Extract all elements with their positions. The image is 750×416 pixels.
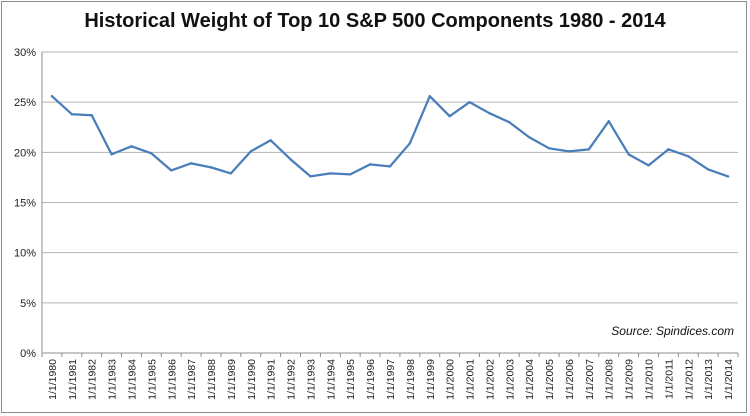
data-point (627, 153, 630, 156)
data-point (110, 153, 113, 156)
x-tick-label: 1/1/2011 (663, 359, 675, 399)
x-tick-label: 1/1/1980 (47, 359, 59, 400)
x-tick-label: 1/1/1987 (186, 359, 198, 400)
x-tick-label: 1/1/2014 (723, 359, 735, 400)
data-point (249, 150, 252, 153)
x-tick-label: 1/1/2002 (484, 359, 496, 400)
data-point (488, 112, 491, 115)
data-point (289, 158, 292, 161)
data-point (567, 150, 571, 153)
x-tick-label: 1/1/1993 (305, 359, 317, 400)
x-tick-label: 1/1/2001 (465, 359, 477, 400)
data-point (428, 94, 431, 98)
x-tick-label: 1/1/2013 (703, 359, 715, 400)
data-point (50, 94, 54, 98)
data-point (687, 155, 690, 158)
data-point (329, 172, 332, 175)
y-tick-label: 10% (14, 248, 36, 260)
chart-title: Historical Weight of Top 10 S&P 500 Comp… (84, 10, 666, 32)
x-tick-label: 1/1/1988 (206, 359, 218, 400)
x-tick-label: 1/1/1989 (226, 359, 238, 400)
x-tick-label: 1/1/2010 (644, 359, 656, 400)
x-tick-label: 1/1/1996 (365, 359, 377, 400)
x-tick-label: 1/1/2005 (544, 359, 556, 400)
x-tick-label: 1/1/1981 (67, 359, 79, 400)
x-tick-label: 1/1/2008 (604, 359, 616, 400)
x-tick-label: 1/1/1984 (126, 359, 138, 400)
y-tick-label: 30% (14, 47, 36, 59)
data-point (587, 148, 591, 151)
y-tick-label: 0% (20, 348, 36, 360)
data-point (388, 165, 392, 168)
data-point (408, 142, 412, 145)
data-point (706, 168, 710, 171)
data-point (150, 152, 153, 155)
data-point (667, 148, 670, 151)
data-point (189, 162, 193, 165)
x-tick-label: 1/1/2007 (584, 359, 596, 400)
y-tick-label: 25% (14, 97, 36, 109)
data-point (349, 173, 352, 176)
x-tick-label: 1/1/1985 (146, 359, 158, 400)
x-tick-label: 1/1/1990 (246, 359, 258, 400)
x-tick-label: 1/1/1983 (107, 359, 119, 400)
x-tick-label: 1/1/1992 (286, 359, 298, 400)
data-point (528, 136, 531, 139)
data-point (90, 114, 93, 117)
data-point (547, 147, 551, 150)
data-point (170, 169, 173, 172)
data-point (647, 164, 650, 167)
data-point (70, 113, 74, 116)
data-point (448, 115, 451, 118)
x-tick-label: 1/1/2004 (524, 359, 536, 400)
data-point (468, 100, 471, 104)
data-point (269, 139, 272, 142)
series-line (50, 95, 730, 178)
data-point (209, 166, 213, 169)
data-point (368, 163, 372, 166)
x-tick-label: 1/1/1995 (345, 359, 357, 400)
y-tick-label: 5% (20, 298, 36, 310)
y-tick-label: 20% (14, 147, 36, 159)
x-tick-label: 1/1/1982 (87, 359, 99, 400)
x-tick-label: 1/1/2006 (564, 359, 576, 400)
data-point (607, 120, 610, 123)
x-tick-label: 1/1/1998 (405, 359, 417, 400)
x-tick-label: 1/1/1991 (266, 359, 278, 400)
y-tick-label: 15% (14, 198, 36, 210)
x-tick-label: 1/1/2012 (683, 359, 695, 400)
x-tick-label: 1/1/2003 (504, 359, 516, 400)
x-tick-label: 1/1/1999 (425, 359, 437, 400)
x-tick-label: 1/1/1997 (385, 359, 397, 400)
data-point (726, 175, 730, 178)
x-tick-label: 1/1/1994 (325, 359, 337, 400)
x-tick-label: 1/1/2000 (445, 359, 457, 400)
x-tick-label: 1/1/2009 (624, 359, 636, 400)
x-tick-label: 1/1/1986 (166, 359, 178, 400)
data-point (229, 172, 233, 175)
data-point (508, 121, 511, 124)
data-point (130, 145, 133, 148)
source-annotation: Source: Spindices.com (611, 324, 734, 338)
data-point (309, 175, 312, 178)
